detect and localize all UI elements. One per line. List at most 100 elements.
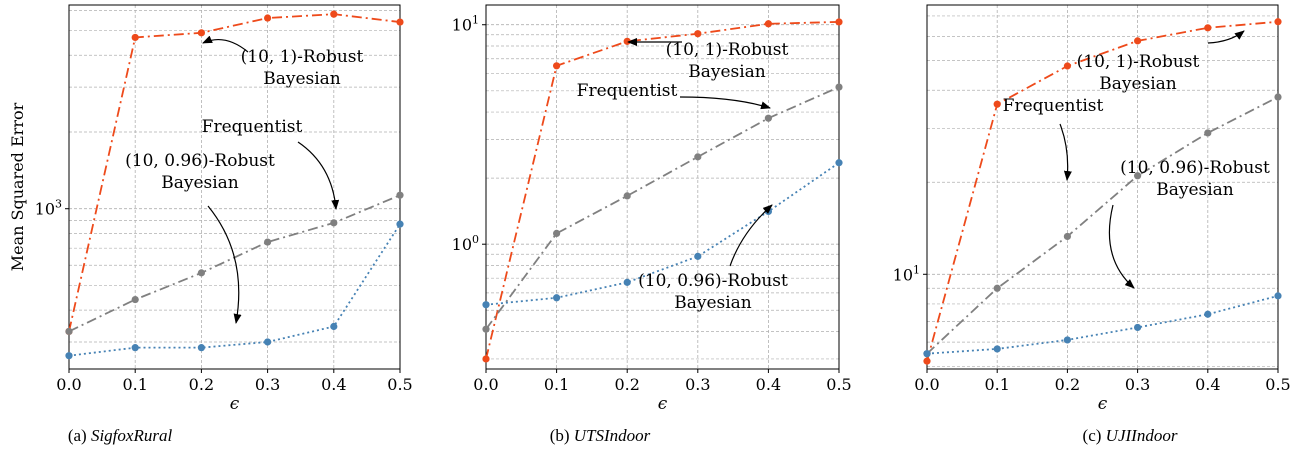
chart-panel-1: 0.0 0.1 0.2 0.3 0.4 0.5 103 ϵ Mean Squared Error… [8, 4, 413, 414]
annotation-text: (10, 0.96)-Robust Bayesian [1120, 158, 1270, 200]
annotation-arrow [1108, 204, 1135, 289]
data-point [623, 37, 631, 45]
data-point [330, 219, 338, 227]
x-tick-label: 0.2 [1055, 375, 1080, 394]
data-point [923, 357, 931, 365]
data-point [330, 322, 338, 331]
data-point [1274, 292, 1282, 300]
series-3 [923, 292, 1282, 358]
annotation-arrow [207, 205, 242, 324]
data-point [396, 18, 404, 26]
series-2 [65, 191, 404, 336]
annotation-3: (10, 0.96)-Robust Bayesian [638, 204, 788, 313]
data-point [694, 30, 702, 38]
y-tick-base: 10 [893, 265, 913, 284]
annotation-2: Frequentist [577, 81, 771, 110]
annotation-text: (10, 1)-Robust Bayesian [241, 47, 364, 89]
annotation-line: Frequentist [1003, 96, 1104, 116]
annotation-text: Frequentist [1003, 96, 1104, 116]
x-tick-label: 0.5 [826, 375, 851, 394]
data-point [65, 352, 73, 360]
data-point [482, 325, 490, 333]
series-line [485, 162, 840, 306]
data-point [764, 20, 773, 28]
y-tick-exponent: 1 [913, 263, 920, 276]
annotation-arrow [729, 204, 773, 267]
y-tick-base: 10 [452, 235, 472, 254]
series-line [68, 194, 401, 333]
y-tick-label: 100 [452, 233, 479, 254]
data-point [264, 238, 272, 246]
plot-frame [68, 4, 401, 370]
data-point [65, 327, 73, 336]
plot-frame [485, 4, 840, 370]
x-tick-label: 0.4 [756, 375, 781, 394]
annotation-line: Bayesian [688, 62, 766, 82]
x-tick-label: 0.2 [614, 375, 639, 394]
series-2 [482, 83, 843, 333]
annotation-text: Frequentist [577, 81, 678, 101]
data-point [1134, 37, 1142, 45]
plot-frame [926, 4, 1279, 370]
x-tick-label: 0.3 [255, 375, 280, 394]
data-point [197, 344, 205, 352]
x-tick-label: 0.1 [122, 375, 147, 394]
series-3 [65, 220, 404, 360]
data-point [993, 284, 1001, 292]
data-point [553, 62, 561, 70]
annotation-1: (10, 1)-Robust Bayesian [627, 38, 789, 82]
y-tick-base: 10 [35, 200, 55, 219]
y-tick-label: 103 [35, 198, 62, 219]
x-tick-label: 0.4 [321, 375, 346, 394]
annotation-text: (10, 0.96)-Robust Bayesian [638, 271, 788, 313]
data-point [264, 14, 272, 22]
x-axis-label: ϵ [658, 394, 668, 414]
annotation-2: Frequentist [1003, 96, 1104, 181]
series-line [68, 223, 401, 357]
annotation-text: Frequentist [202, 117, 303, 137]
data-point [264, 338, 272, 346]
x-tick-label: 0.5 [387, 375, 412, 394]
annotation-1: (10, 1)-Robust Bayesian [1077, 30, 1245, 94]
data-point [553, 294, 561, 302]
data-point [993, 100, 1001, 108]
caption-prefix: (a) [68, 426, 87, 445]
annotation-line: Frequentist [577, 81, 678, 101]
data-point [131, 33, 139, 42]
caption-prefix: (b) [550, 426, 570, 445]
annotation-text: (10, 1)-Robust Bayesian [666, 40, 789, 82]
x-axis-label: ϵ [1098, 394, 1108, 414]
annotation-arrow [679, 96, 771, 110]
annotation-line: (10, 0.96)-Robust [1120, 158, 1270, 178]
annotation-line: (10, 1)-Robust [1077, 52, 1200, 72]
x-tick-label: 0.0 [56, 375, 81, 394]
annotation-text: (10, 1)-Robust Bayesian [1077, 52, 1200, 94]
panel-caption: (a) SigfoxRural [68, 426, 173, 445]
annotation-arrow [202, 35, 249, 53]
data-point [1134, 323, 1142, 332]
data-point [1063, 232, 1071, 241]
annotation-line: (10, 1)-Robust [666, 40, 789, 60]
data-point [694, 153, 702, 161]
data-point [923, 350, 931, 358]
data-point [482, 301, 490, 309]
annotation-line: (10, 1)-Robust [241, 47, 364, 67]
data-point [1134, 172, 1142, 180]
x-tick-label: 0.1 [984, 375, 1009, 394]
annotation-3: (10, 0.96)-Robust Bayesian [125, 151, 275, 324]
data-point [1063, 62, 1071, 70]
annotation-1: (10, 1)-Robust Bayesian [202, 35, 364, 89]
caption-prefix: (c) [1083, 426, 1102, 445]
annotation-line: Frequentist [202, 117, 303, 137]
series-line [68, 13, 401, 332]
series-line [926, 96, 1279, 355]
x-tick-label: 0.0 [914, 375, 939, 394]
annotation-2: Frequentist [202, 117, 340, 210]
series-line [926, 294, 1279, 355]
annotation-text: (10, 0.96)-Robust Bayesian [125, 151, 275, 193]
caption-name: SigfoxRural [91, 426, 172, 445]
data-point [1274, 18, 1282, 26]
